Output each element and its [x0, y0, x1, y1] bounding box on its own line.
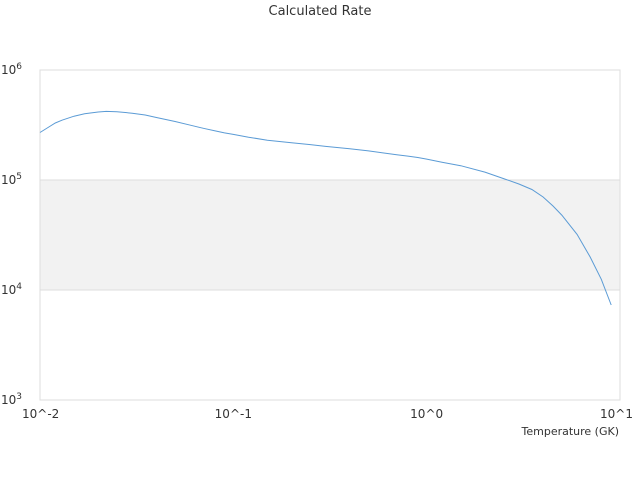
x-tick-label: 10^0 — [410, 407, 443, 421]
plot-bands — [40, 180, 620, 290]
plot-band — [40, 180, 620, 290]
series-line — [39, 110, 612, 306]
series-layer — [39, 110, 612, 306]
x-axis-ticks: 10^-2 10^-1 10^0 10^1 — [22, 407, 633, 421]
x-tick-label: 10^1 — [600, 407, 633, 421]
y-tick-label: 103 — [1, 392, 22, 407]
y-tick-label: 106 — [1, 62, 22, 77]
x-tick-label: 10^-1 — [215, 407, 252, 421]
x-tick-label: 10^-2 — [22, 407, 59, 421]
x-axis-label: Temperature (GK) — [521, 425, 620, 438]
chart-title: Calculated Rate — [268, 4, 372, 19]
y-tick-label: 105 — [1, 172, 22, 187]
y-tick-label: 104 — [1, 282, 22, 297]
plot-frame — [39, 69, 621, 401]
y-axis-ticks: 103 104 105 106 — [1, 62, 22, 407]
